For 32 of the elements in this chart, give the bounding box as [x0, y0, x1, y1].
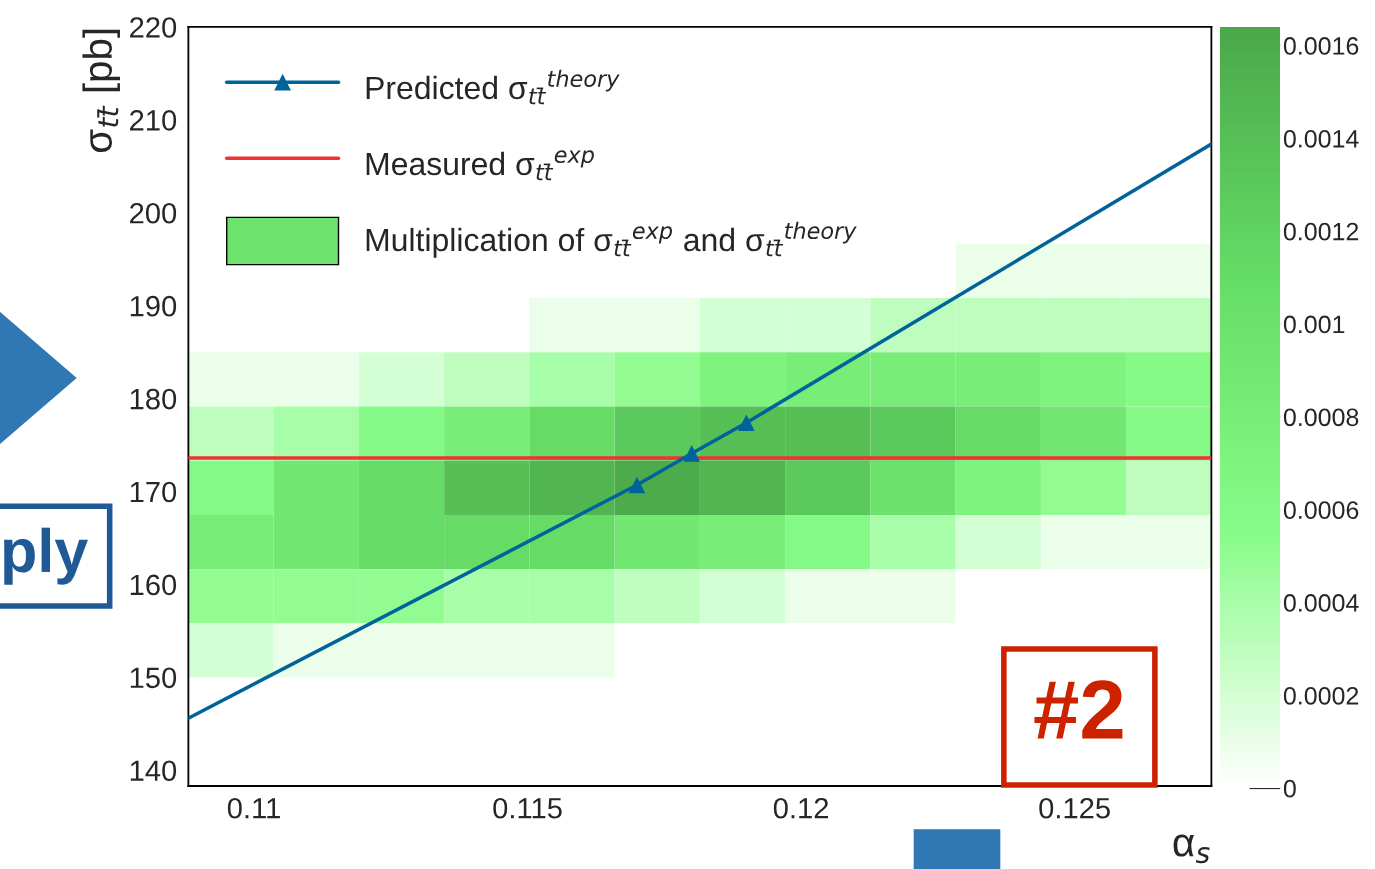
color-bar-label: 0.0014: [1283, 129, 1359, 148]
legend-label: Measured σ$_{tt̄}$$^{exp}$: [366, 150, 594, 181]
x-tick-label: 0.115: [493, 797, 562, 819]
x-axis-title: α$_{s}$: [1173, 834, 1210, 864]
color-bar-label: 0.0006: [1283, 501, 1359, 519]
color-bar-label: 0: [1283, 779, 1296, 798]
y-tick-label: 140: [130, 760, 177, 782]
color-bar-label: 0.0012: [1283, 222, 1359, 241]
legend-label: Predicted σ$_{tt̄}$$^{theory}$: [366, 69, 620, 105]
point: [683, 445, 700, 462]
y-tick-label: 210: [130, 110, 177, 131]
point: [628, 476, 646, 494]
color-bar-label: 0.0016: [1283, 37, 1359, 55]
point: [738, 414, 755, 432]
y-tick-label: 150: [130, 667, 177, 689]
annotation: Multiplication of σ$_{tt̄}$$^{exp}$ and σ$_{tt̄}$$^{theory}$: [366, 221, 857, 258]
y-axis-title: σ$_{tt̄}$ [pb]: [82, 29, 120, 153]
color-bar-label: 0.0004: [1283, 594, 1359, 612]
y-tick-label: 190: [130, 295, 177, 317]
color-bar-label: 0.0008: [1283, 408, 1359, 427]
annotation: #2: [1034, 680, 1123, 739]
y-tick-label: 180: [130, 388, 177, 410]
y-tick-label: 200: [130, 202, 177, 224]
color-bar-label: 0.001: [1283, 315, 1345, 334]
x-tick-label: 0.125: [1039, 797, 1110, 819]
text: ply: [4, 527, 88, 585]
x-tick-label: 0.12: [773, 797, 828, 819]
color-bar-label: 0.0002: [1283, 686, 1359, 705]
x-tick-label: 0.11: [227, 797, 280, 819]
y-tick-label: 160: [130, 574, 177, 596]
y-tick-label: 170: [130, 481, 177, 503]
y-tick-label: 220: [130, 17, 177, 38]
